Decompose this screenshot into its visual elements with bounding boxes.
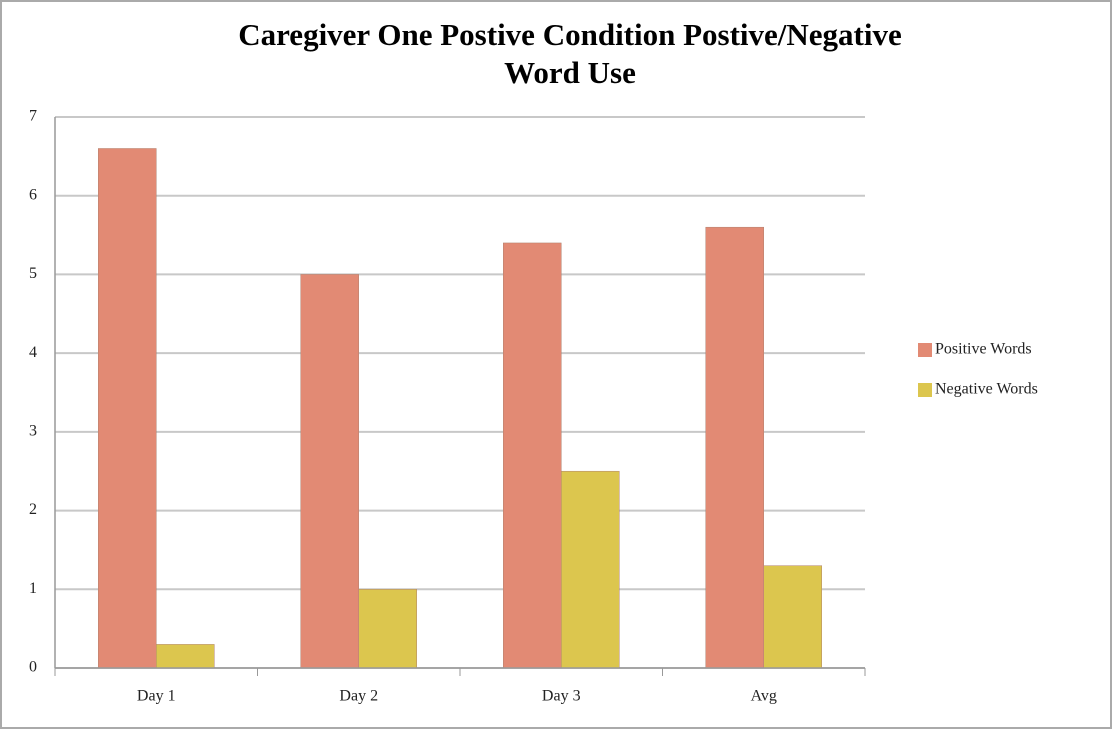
y-tick-label: 1 xyxy=(29,580,37,597)
bar xyxy=(503,242,562,669)
chart-title: Caregiver One Postive Condition Postive/… xyxy=(238,17,902,52)
y-tick-label: 2 xyxy=(29,501,37,518)
x-tick-label: Day 3 xyxy=(542,688,581,705)
y-tick-label: 6 xyxy=(29,186,37,203)
y-tick-label: 4 xyxy=(29,344,37,361)
bar xyxy=(300,274,359,669)
x-tick-label: Day 2 xyxy=(339,688,378,705)
x-tick-label: Avg xyxy=(751,688,777,705)
chart-subtitle: Word Use xyxy=(504,55,636,90)
bar xyxy=(358,589,417,669)
bar xyxy=(156,644,215,669)
y-tick-label: 7 xyxy=(29,108,37,125)
bar xyxy=(763,565,822,669)
legend-label: Negative Words xyxy=(935,381,1038,398)
x-tick-label: Day 1 xyxy=(137,688,176,705)
legend-label: Positive Words xyxy=(935,341,1032,358)
legend-swatch xyxy=(918,343,932,357)
y-tick-label: 5 xyxy=(29,265,37,282)
legend-swatch xyxy=(918,383,932,397)
y-tick-label: 0 xyxy=(29,659,37,676)
bar xyxy=(561,470,620,669)
y-tick-label: 3 xyxy=(29,423,37,440)
bar xyxy=(705,226,764,669)
bar xyxy=(98,148,157,669)
